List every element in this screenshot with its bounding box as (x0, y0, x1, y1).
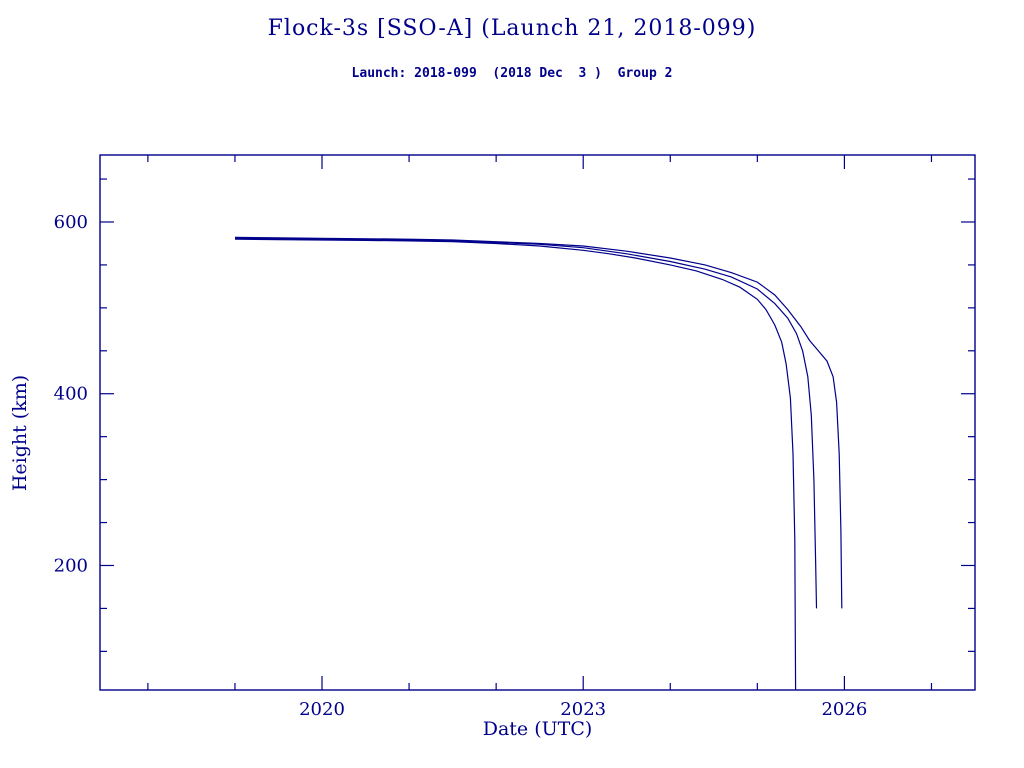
y-tick-label: 400 (54, 384, 88, 405)
decay-curve-line-2 (234, 237, 818, 609)
decay-curve-line-3 (234, 236, 843, 609)
x-tick-label: 2023 (560, 699, 606, 720)
x-tick-label: 2020 (299, 699, 345, 720)
x-axis-label: Date (UTC) (482, 718, 593, 740)
y-tick-label: 200 (54, 555, 88, 576)
chart-title: Flock-3s [SSO-A] (Launch 21, 2018-099) (267, 16, 757, 41)
y-axis-label: Height (km) (9, 374, 31, 492)
decay-curve-line-1 (234, 238, 797, 690)
y-tick-label: 600 (54, 212, 88, 233)
x-tick-label: 2026 (821, 699, 867, 720)
chart-subtitle: Launch: 2018-099 (2018 Dec 3 ) Group 2 (351, 66, 673, 81)
plot-frame (99, 154, 976, 691)
